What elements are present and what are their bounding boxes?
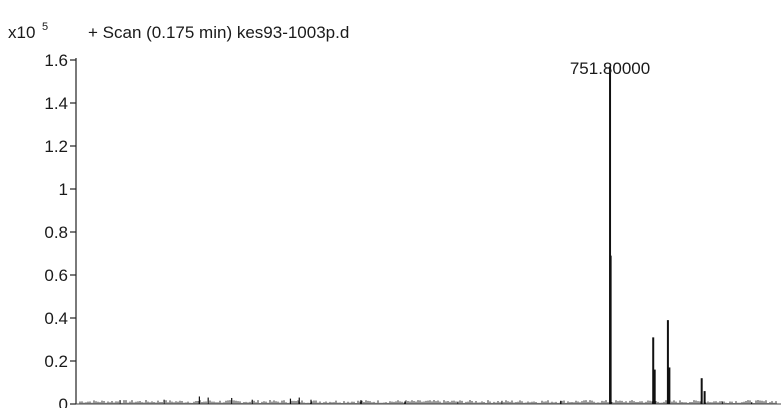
peaks	[119, 66, 753, 404]
y-tick-label: 0.4	[44, 309, 68, 328]
y-tick-label: 0.6	[44, 266, 68, 285]
peak-annotation-label: 751.80000	[570, 59, 650, 78]
y-multiplier-label: x10	[8, 23, 35, 42]
y-tick-label: 1	[59, 180, 68, 199]
y-tick-label: 0.2	[44, 352, 68, 371]
annotations: 751.80000	[570, 59, 650, 78]
y-tick-label: 1.6	[44, 51, 68, 70]
y-multiplier-exponent: 5	[42, 21, 48, 33]
y-axis-ticks: 0 0.2 0.4 0.6 0.8 1 1.2 1.4 1.6	[44, 51, 76, 408]
y-tick-label: 1.4	[44, 94, 68, 113]
y-tick-label: 0	[59, 395, 68, 408]
chart-title: + Scan (0.175 min) kes93-1003p.d	[88, 23, 349, 42]
baseline-noise	[79, 400, 777, 404]
y-tick-label: 1.2	[44, 137, 68, 156]
y-tick-label: 0.8	[44, 223, 68, 242]
